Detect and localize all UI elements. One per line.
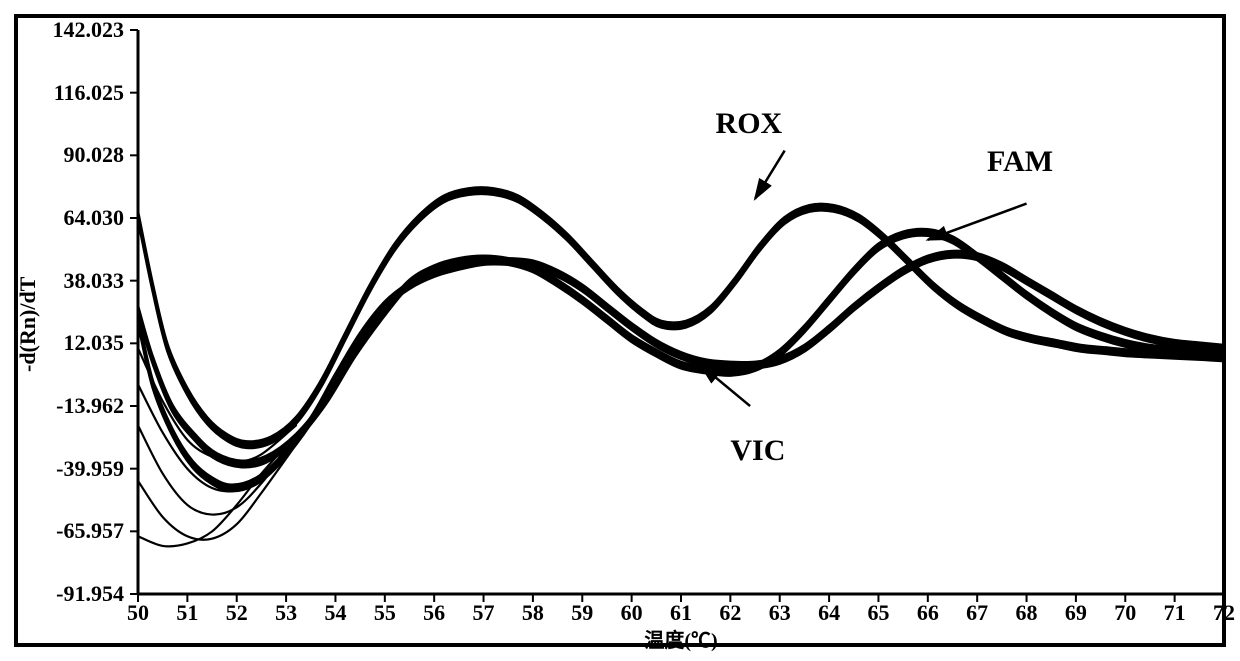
- x-tick: 69: [1065, 600, 1087, 626]
- x-tick: 54: [324, 600, 346, 626]
- y-tick: -13.962: [0, 393, 124, 419]
- x-tick: 72: [1213, 600, 1235, 626]
- y-tick: 64.030: [0, 205, 124, 231]
- x-tick: 68: [1016, 600, 1038, 626]
- x-tick: 62: [719, 600, 741, 626]
- x-tick: 61: [670, 600, 692, 626]
- y-tick: 90.028: [0, 142, 124, 168]
- curve-vic: [138, 257, 1224, 491]
- y-tick: -65.957: [0, 518, 124, 544]
- label-vic: VIC: [730, 434, 785, 468]
- y-tick: 142.023: [0, 17, 124, 43]
- y-tick: -91.954: [0, 581, 124, 607]
- plot-svg: [0, 0, 1240, 661]
- x-tick: 64: [818, 600, 840, 626]
- x-tick: 65: [867, 600, 889, 626]
- curve-vic: [138, 256, 1224, 490]
- x-tick: 51: [176, 600, 198, 626]
- curve-vic: [138, 254, 1224, 488]
- x-tick: 57: [473, 600, 495, 626]
- x-tick: 56: [423, 600, 445, 626]
- x-tick: 67: [966, 600, 988, 626]
- x-tick: 60: [621, 600, 643, 626]
- arrow: [928, 204, 1027, 240]
- label-fam: FAM: [987, 145, 1053, 179]
- x-tick: 55: [374, 600, 396, 626]
- y-tick: 12.035: [0, 330, 124, 356]
- x-tick: 71: [1164, 600, 1186, 626]
- x-axis-title: 温度(℃): [644, 624, 717, 653]
- x-tick: 50: [127, 600, 149, 626]
- x-tick: 52: [226, 600, 248, 626]
- x-tick: 58: [522, 600, 544, 626]
- x-tick: 59: [571, 600, 593, 626]
- y-tick: 38.033: [0, 268, 124, 294]
- label-rox: ROX: [716, 107, 783, 141]
- x-tick: 63: [769, 600, 791, 626]
- x-tick: 70: [1114, 600, 1136, 626]
- arrow: [755, 151, 785, 199]
- x-tick: 66: [917, 600, 939, 626]
- y-tick: 116.025: [0, 80, 124, 106]
- x-tick: 53: [275, 600, 297, 626]
- y-tick: -39.959: [0, 456, 124, 482]
